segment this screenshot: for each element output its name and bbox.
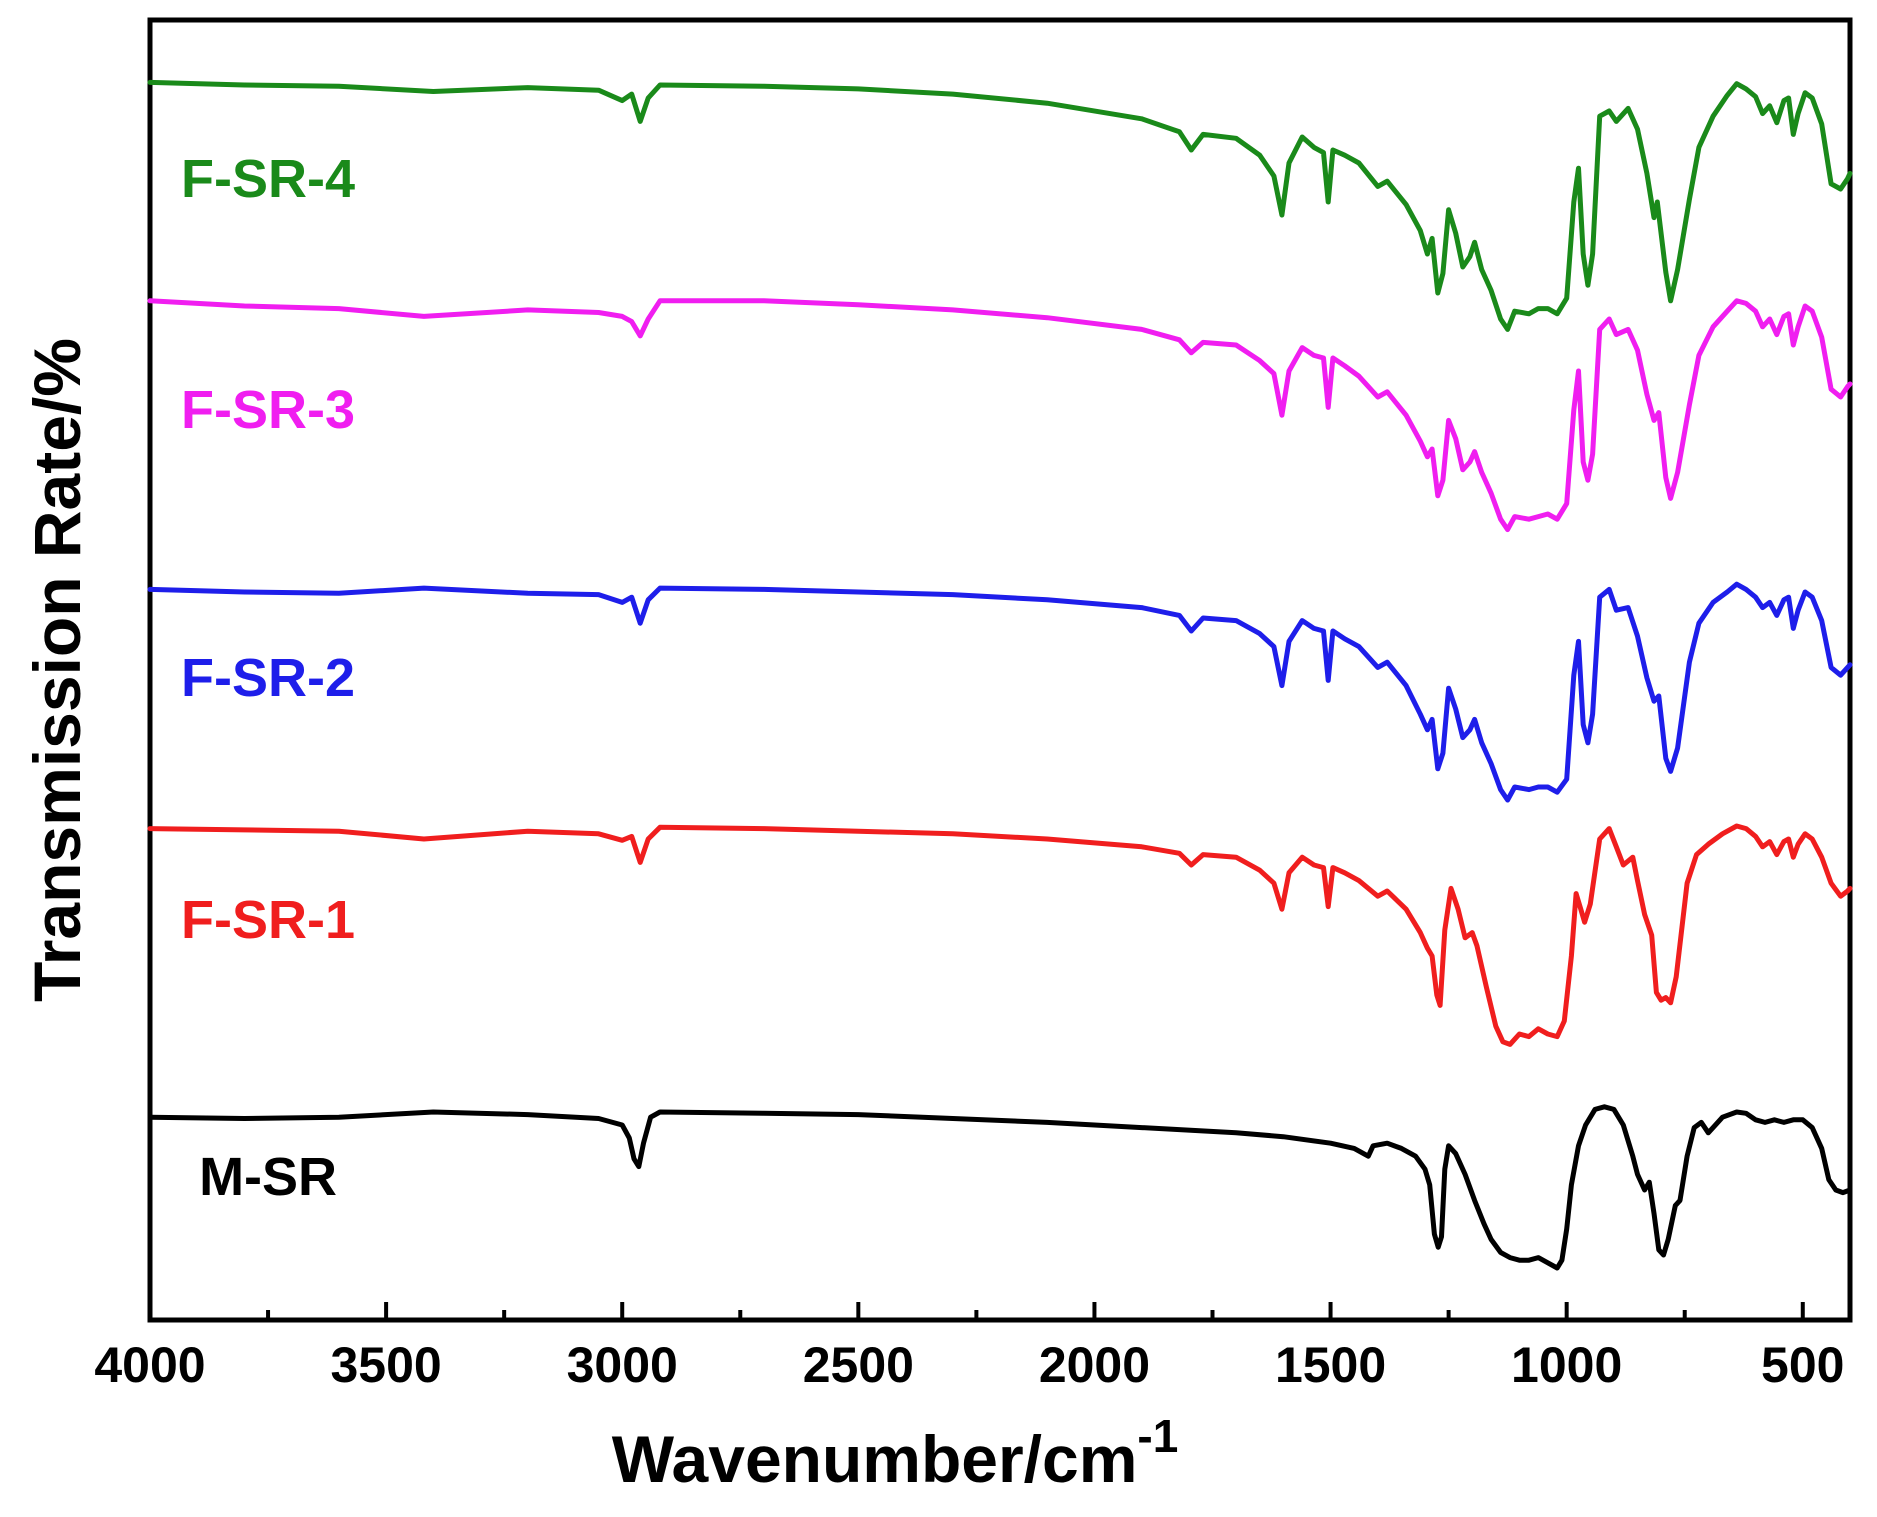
plot-border (147, 17, 1853, 1323)
series-line-f-sr-2 (147, 581, 1853, 803)
x-axis-title-superscript: -1 (1137, 1410, 1178, 1462)
x-axis-tick-labels: 4000 3500 3000 2500 2000 1500 1000 500 (94, 1337, 1844, 1393)
x-tick-label-3000: 3000 (567, 1337, 678, 1393)
series-line-f-sr-3 (147, 298, 1853, 533)
x-axis-title: Wavenumber/cm-1 (612, 1410, 1179, 1496)
series-line-f-sr-4 (147, 79, 1853, 332)
plot-frame (147, 17, 1853, 1323)
spectra-lines (147, 79, 1853, 1271)
x-tick-label-2000: 2000 (1039, 1337, 1150, 1393)
x-tick-label-3500: 3500 (330, 1337, 441, 1393)
series-labels: F-SR-4 F-SR-3 F-SR-2 F-SR-1 M-SR (181, 149, 355, 1207)
x-tick-label-2500: 2500 (803, 1337, 914, 1393)
series-label-f-sr-3: F-SR-3 (181, 380, 355, 440)
x-tick-label-1500: 1500 (1275, 1337, 1386, 1393)
x-tick-label-500: 500 (1761, 1337, 1844, 1393)
x-tick-label-4000: 4000 (94, 1337, 205, 1393)
x-tick-label-1000: 1000 (1511, 1337, 1622, 1393)
series-label-f-sr-1: F-SR-1 (181, 890, 355, 950)
series-line-m-sr (147, 1104, 1853, 1271)
y-axis-title: Transmission Rate/% (20, 338, 94, 1002)
series-label-m-sr: M-SR (199, 1147, 337, 1207)
series-line-f-sr-1 (147, 823, 1853, 1047)
series-label-f-sr-2: F-SR-2 (181, 648, 355, 708)
x-axis-ticks (148, 1302, 1805, 1320)
x-axis-title-main: Wavenumber/cm (612, 1422, 1138, 1496)
series-label-f-sr-4: F-SR-4 (181, 149, 355, 209)
